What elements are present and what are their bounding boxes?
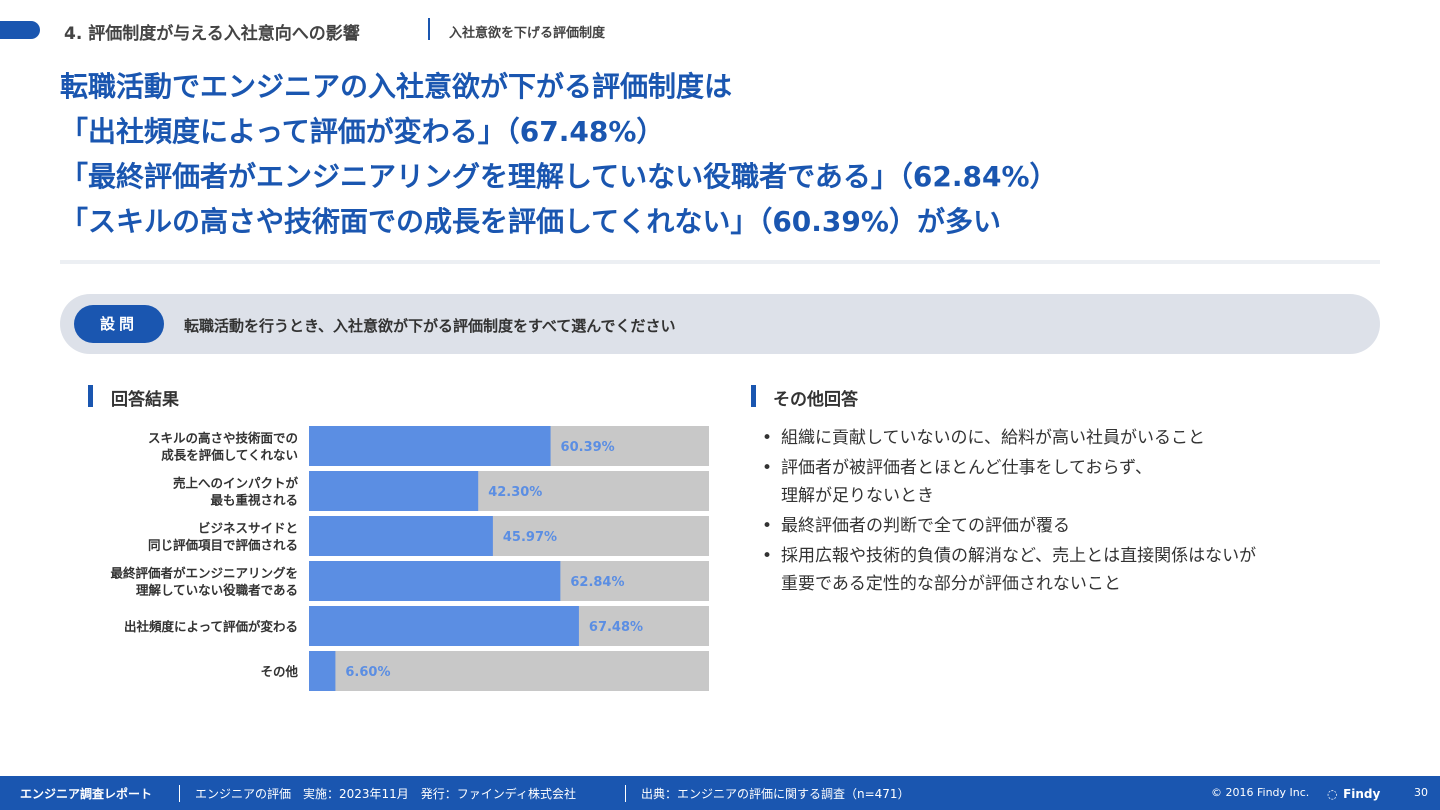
bar-value-label: 6.60% [345, 665, 390, 680]
other-answer-text: 組織に貢献していないのに、給料が高い社員がいること [781, 428, 1205, 448]
category-label: 成長を評価してくれない [161, 448, 298, 463]
headline-line-4: 「スキルの高さや技術面での成長を評価してくれない」（60.39%）が多い [60, 205, 1001, 238]
other-answer-item: • 評価者が被評価者とほとんど仕事をしておらず、 理解が足りないとき [762, 454, 1402, 510]
findy-logo: ◌ Findy [1327, 783, 1380, 802]
category-label: 最終評価者がエンジニアリングを [110, 566, 298, 581]
bar-value-label: 62.84% [570, 575, 624, 590]
bullet-icon: • [762, 458, 773, 478]
other-heading: その他回答 [773, 390, 858, 410]
category-label: ビジネスサイドと [198, 521, 298, 536]
bar-value-label: 42.30% [488, 485, 542, 500]
bar [309, 606, 579, 646]
other-answer-text: 最終評価者の判断で全ての評価が覆る [781, 516, 1070, 536]
bar-track [309, 606, 709, 646]
category-label: 出社頻度によって評価が変わる [124, 619, 298, 634]
bar [309, 561, 561, 601]
other-answer-item: • 採用広報や技術的負債の解消など、売上とは直接関係はないが 重要である定性的な部分… [762, 542, 1402, 598]
question-text: 転職活動を行うとき、入社意欲が下がる評価制度をすべて選んでください [184, 317, 676, 335]
category-label: 同じ評価項目で評価される [148, 538, 298, 553]
footer-report-title: エンジニア調査レポート [20, 787, 153, 801]
footer-divider [625, 785, 626, 802]
bar-track [309, 516, 709, 556]
bar-value-label: 60.39% [561, 440, 615, 455]
footer-copyright: © 2016 Findy Inc. [1211, 786, 1310, 799]
other-answer-item: • 最終評価者の判断で全ての評価が覆る [762, 512, 1402, 540]
bar [309, 471, 479, 511]
category-label: 理解していない役職者である [136, 583, 298, 598]
headline-line-1: 転職活動でエンジニアの入社意欲が下がる評価制度は [60, 70, 733, 103]
findy-logo-icon: ◌ [1327, 787, 1338, 801]
bar-value-label: 45.97% [503, 530, 557, 545]
other-answer-text: 重要である定性的な部分が評価されないこと [781, 574, 1121, 594]
page-number: 30 [1414, 786, 1428, 799]
section-subtitle: 入社意欲を下げる評価制度 [449, 26, 606, 41]
category-label: 最も重視される [210, 493, 298, 508]
question-bar [60, 294, 1380, 354]
bar [309, 651, 336, 691]
other-answer-item: • 組織に貢献していないのに、給料が高い社員がいること [762, 424, 1402, 452]
other-answer-text: 理解が足りないとき [781, 486, 934, 506]
headline-divider [60, 260, 1380, 264]
bar [309, 516, 493, 556]
other-answer-text: 評価者が被評価者とほとんど仕事をしておらず、 [781, 458, 1152, 478]
other-answer-text: 採用広報や技術的負債の解消など、売上とは直接関係はないが [781, 546, 1257, 566]
question-badge: 設問 [74, 305, 164, 343]
section-divider [428, 18, 430, 40]
bullet-icon: • [762, 516, 773, 536]
other-answers-list: • 組織に貢献していないのに、給料が高い社員がいること • 評価者が被評価者とほとんど… [762, 424, 1402, 600]
footer-source: 出典：エンジニアの評価に関する調査（n=471） [641, 787, 910, 801]
findy-logo-text: Findy [1343, 787, 1381, 801]
bar-value-label: 67.48% [589, 620, 643, 635]
bar-track [309, 651, 709, 691]
bullet-icon: • [762, 546, 773, 566]
results-heading: 回答結果 [111, 390, 179, 410]
headline: 転職活動でエンジニアの入社意欲が下がる評価制度は 「出社頻度によって評価が変わる… [60, 64, 1058, 244]
category-label: スキルの高さや技術面での [148, 431, 298, 446]
other-heading-marker [751, 385, 756, 407]
section-title: 4. 評価制度が与える入社意向への影響 [64, 24, 360, 44]
headline-line-3: 「最終評価者がエンジニアリングを理解していない役職者である」（62.84%） [60, 160, 1058, 193]
headline-line-2: 「出社頻度によって評価が変わる」（67.48%） [60, 115, 665, 148]
bar [309, 426, 551, 466]
footer-divider [179, 785, 180, 802]
section-marker [0, 21, 40, 39]
bullet-icon: • [762, 428, 773, 448]
results-heading-marker [88, 385, 93, 407]
category-label: 売上へのインパクトが [173, 476, 299, 491]
bar-track [309, 471, 709, 511]
footer-meta: エンジニアの評価 実施：2023年11月 発行：ファインディ株式会社 [195, 787, 576, 801]
bar-track [309, 561, 709, 601]
category-label: その他 [260, 664, 298, 679]
bar-track [309, 426, 709, 466]
footer: エンジニア調査レポート エンジニアの評価 実施：2023年11月 発行：ファイン… [0, 776, 1440, 810]
